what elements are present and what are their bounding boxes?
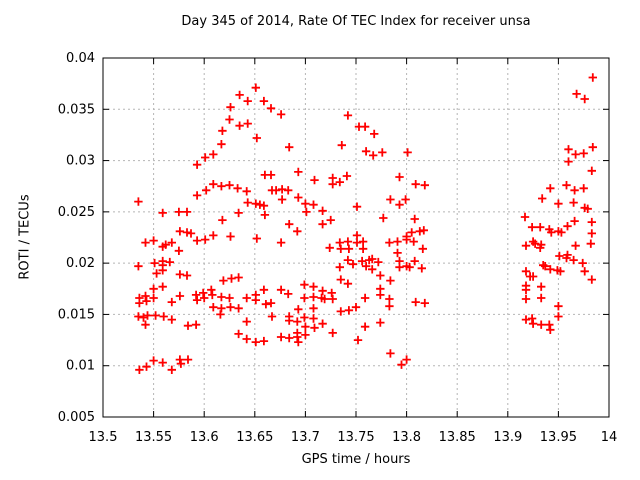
data-point-markers: [134, 73, 597, 374]
x-axis-label: GPS time / hours: [301, 452, 411, 467]
x-tick-label: 13.55: [135, 430, 172, 445]
x-tick-label: 13.8: [392, 430, 421, 445]
y-tick-label: 0.01: [66, 359, 95, 374]
plot-border: [102, 57, 610, 418]
y-tick-label: 0.025: [58, 205, 95, 220]
y-tick-label: 0.02: [66, 256, 95, 271]
y-tick-label: 0.015: [58, 307, 95, 322]
y-tick-label: 0.005: [58, 410, 95, 425]
x-tick-label: 13.75: [337, 430, 374, 445]
x-tick-label: 13.95: [540, 430, 577, 445]
y-tick-label: 0.03: [66, 154, 95, 169]
x-tick-label: 13.5: [89, 430, 118, 445]
x-tick-label: 13.85: [439, 430, 476, 445]
x-tick-label: 13.9: [493, 430, 522, 445]
chart-title: Day 345 of 2014, Rate Of TEC Index for r…: [181, 14, 531, 29]
y-tick-label: 0.04: [66, 51, 95, 66]
x-tick-label: 13.65: [236, 430, 273, 445]
x-tick-label: 14: [601, 430, 618, 445]
x-tick-label: 13.6: [190, 430, 219, 445]
x-tick-label: 13.7: [291, 430, 320, 445]
y-tick-label: 0.035: [58, 102, 95, 117]
